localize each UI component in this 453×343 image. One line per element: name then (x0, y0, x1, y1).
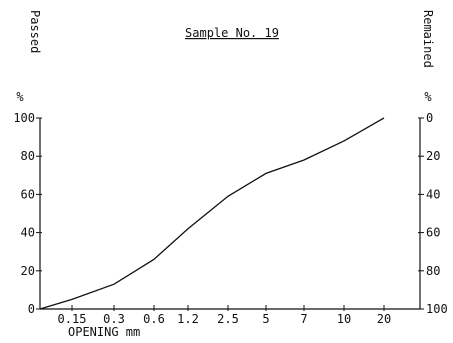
left-axis-title: Passed (28, 10, 42, 53)
x-tick-label: 5 (262, 312, 269, 326)
x-tick-label: 0.15 (58, 312, 87, 326)
right-tick-label: 80 (426, 264, 440, 278)
left-tick-label: 0 (28, 302, 35, 316)
left-tick-label: 40 (21, 226, 35, 240)
grading-curve-line (39, 117, 385, 310)
left-unit-label: % (16, 90, 24, 104)
right-tick-label: 40 (426, 187, 440, 201)
right-axis-title: Remained (421, 10, 435, 68)
chart-title: Sample No. 19 (185, 26, 279, 40)
x-tick-group: 0.15 0.3 0.6 1.2 2.5 5 7 10 20 (58, 305, 391, 326)
right-tick-label: 20 (426, 149, 440, 163)
x-tick-label: 1.2 (177, 312, 199, 326)
right-tick-label: 100 (426, 302, 448, 316)
left-tick-label: 80 (21, 149, 35, 163)
x-tick-label: 0.3 (103, 312, 125, 326)
x-axis-title: OPENING mm (68, 325, 140, 339)
right-tick-label: 0 (426, 111, 433, 125)
right-tick-group: 100 80 60 40 20 0 (418, 111, 448, 316)
left-tick-label: 100 (13, 111, 35, 125)
right-unit-label: % (424, 90, 432, 104)
left-tick-label: 20 (21, 264, 35, 278)
x-tick-label: 2.5 (217, 312, 239, 326)
x-tick-label: 10 (337, 312, 351, 326)
x-tick-label: 0.6 (143, 312, 165, 326)
x-tick-label: 20 (377, 312, 391, 326)
left-tick-group: 0 20 40 60 80 100 (13, 111, 42, 316)
right-tick-label: 60 (426, 226, 440, 240)
left-tick-label: 60 (21, 187, 35, 201)
x-tick-label: 7 (300, 312, 307, 326)
